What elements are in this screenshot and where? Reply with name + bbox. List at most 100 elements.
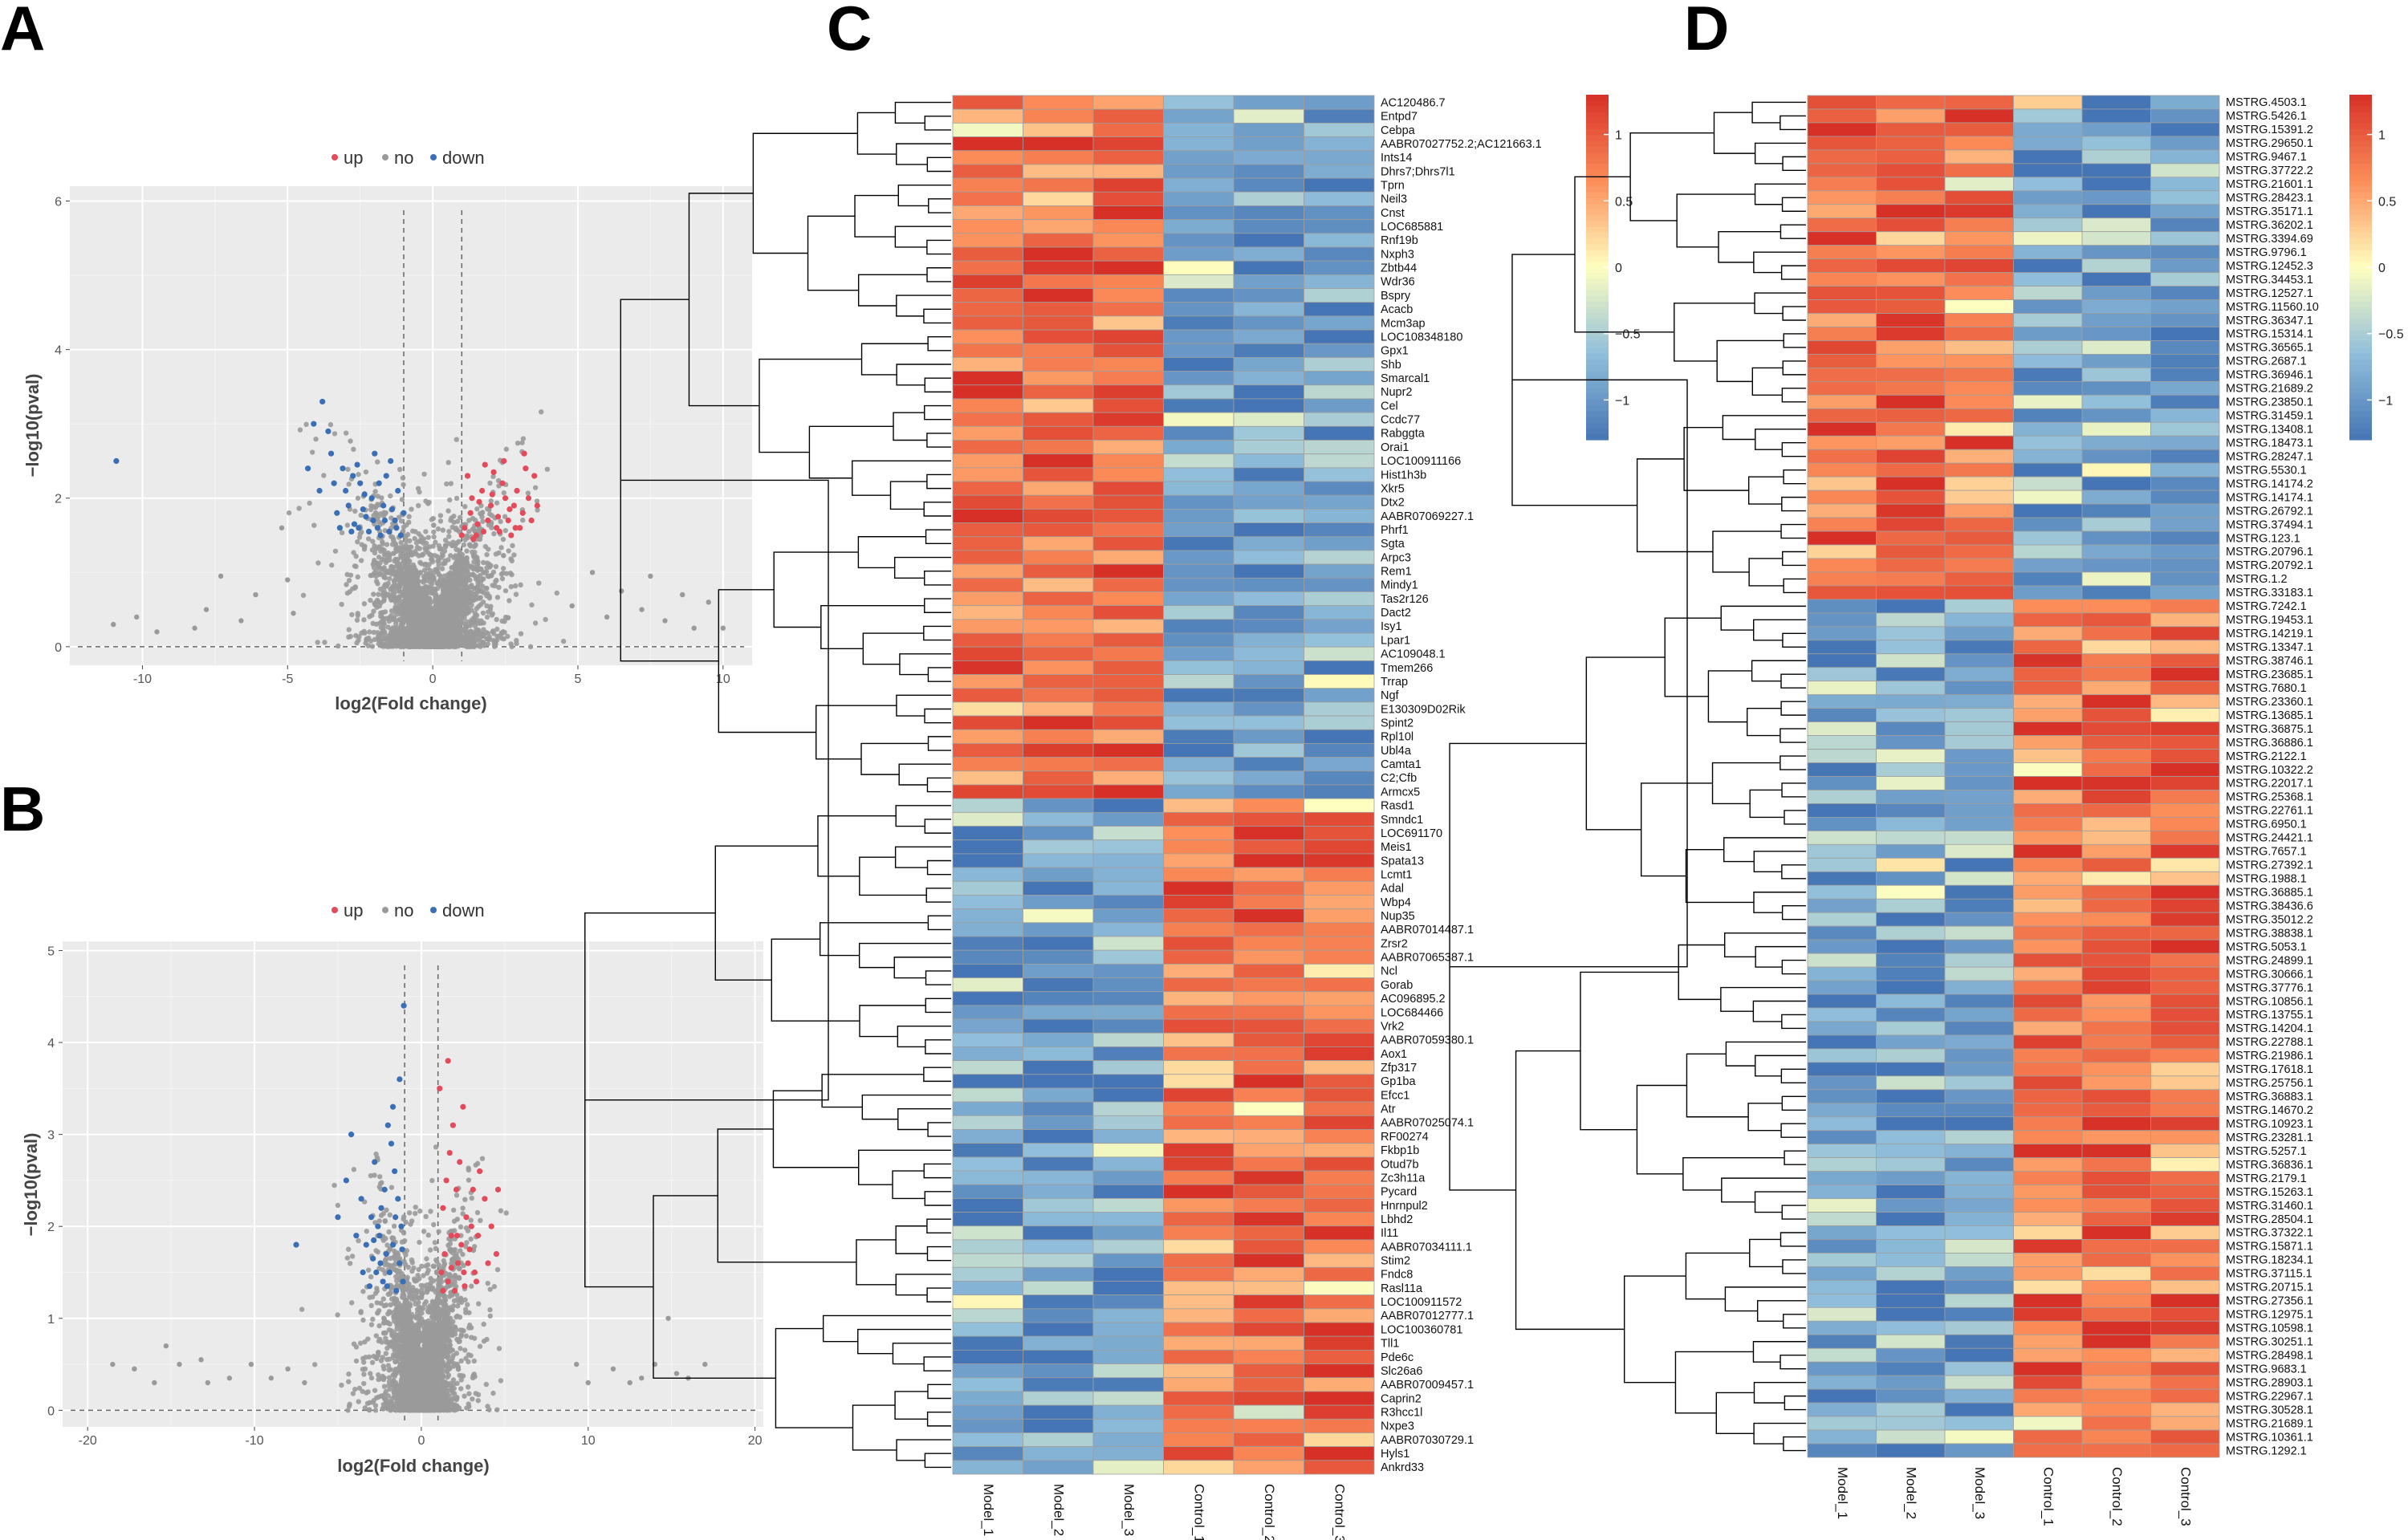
point-no [477,1343,483,1349]
point-no [494,616,499,623]
point-no [423,644,429,649]
point-no [406,597,412,603]
point-no [365,1389,371,1395]
point-no [437,626,442,632]
point-no [456,631,462,637]
point-no [483,586,489,591]
point-no [417,546,422,551]
point-no [414,616,420,622]
point-no [383,1302,389,1308]
point-no [351,550,356,555]
point-down [316,487,323,494]
point-no [369,547,376,553]
point-no [496,633,502,639]
point-no [348,438,353,444]
point-no [344,590,351,596]
legend-a: up no down [332,148,485,168]
point-no [494,577,499,583]
point-no [421,536,427,542]
point-no [491,644,498,649]
point-no [344,522,351,528]
point-no [392,540,398,547]
point-no [511,552,517,558]
point-no [449,542,456,549]
point-no [313,437,319,442]
point-no [476,1301,482,1306]
point-no [543,616,548,623]
point-no [488,498,494,504]
point-no [403,636,409,642]
point-up [458,532,465,538]
x-tick-label: -10 [133,672,152,686]
point-no [498,1208,504,1213]
point-up [501,457,507,465]
point-no [403,538,409,543]
point-no [417,640,424,645]
x-tick-label: 0 [429,672,437,686]
point-no [468,1335,474,1340]
point-no [499,618,505,624]
point-no [479,1156,486,1161]
point-no [454,557,460,563]
legend-no-label: no [394,900,413,920]
point-no [419,623,425,628]
point-no [469,583,474,588]
point-no [389,1235,395,1241]
point-no [357,531,363,537]
point-no [493,563,499,570]
point-no [422,602,429,608]
point-no [329,563,335,568]
point-no [437,518,444,524]
point-up [462,525,468,531]
point-no [450,1207,457,1213]
point-no [358,512,364,518]
point-no [510,542,515,549]
point-no [397,466,403,473]
point-no [445,603,450,610]
point-no [503,571,510,576]
point-no [502,527,508,534]
point-no [498,571,505,577]
point-no [475,637,482,644]
point-no [706,599,711,605]
point-no [474,630,479,636]
point-no [375,1310,380,1316]
point-up [490,469,497,475]
legend-up-label: up [344,900,363,920]
point-no [418,609,425,615]
point-no [394,612,401,617]
point-no [409,506,414,512]
point-no [477,536,483,542]
point-no [441,620,446,625]
point-down [350,473,356,479]
point-no [447,497,453,503]
point-no [372,489,378,494]
point-no [372,636,378,643]
legend-down-label: down [442,148,485,168]
point-no [428,556,434,563]
point-no [397,637,403,643]
point-no [368,1172,374,1179]
point-no [421,573,427,579]
point-down [393,525,400,531]
point-no [442,560,448,566]
point-no [346,482,352,487]
point-no [456,547,462,553]
point-no [532,620,539,626]
point-no [355,495,361,501]
point-no [455,643,461,649]
gridlines-a [70,186,752,665]
point-no [462,555,469,562]
point-no [404,572,410,579]
point-no [425,534,431,540]
point-no [391,551,397,556]
point-up [512,525,519,531]
point-no [501,490,507,496]
point-no [377,620,383,626]
point-up [525,495,532,502]
point-no [494,637,500,643]
point-no [421,579,426,585]
point-no [352,508,358,514]
